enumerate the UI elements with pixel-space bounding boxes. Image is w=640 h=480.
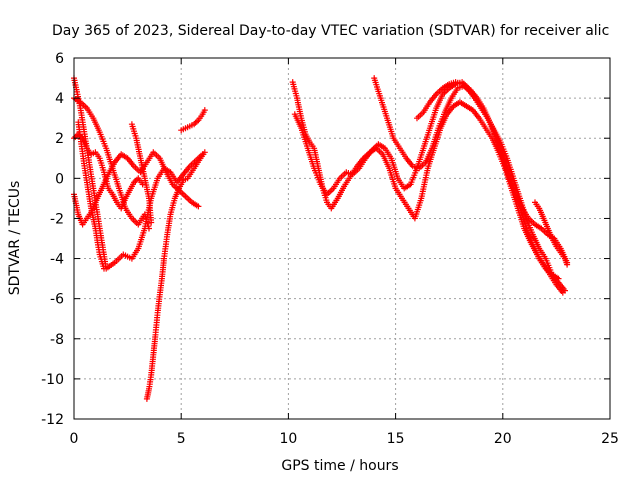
data-point <box>201 107 208 114</box>
x-tick-label: 10 <box>279 431 297 447</box>
y-axis-label: SDTVAR / TECUs <box>7 181 23 296</box>
series-track-h <box>178 107 208 134</box>
x-tick-label: 25 <box>601 431 619 447</box>
y-tick-label: 4 <box>55 91 64 107</box>
data-points <box>71 75 571 402</box>
y-tick-label: -8 <box>50 332 64 348</box>
data-point <box>201 149 208 156</box>
series-track-f <box>128 121 155 226</box>
data-point <box>562 287 568 294</box>
data-point <box>195 203 202 210</box>
y-tick-label: 0 <box>55 171 64 187</box>
plot-area-frame <box>73 57 611 420</box>
y-tick-label: -6 <box>50 292 64 308</box>
series-track-i <box>289 79 566 296</box>
y-tick-label: -2 <box>50 211 64 227</box>
y-tick-label: 6 <box>55 51 64 67</box>
series-track-g <box>143 149 208 402</box>
series-track-b <box>71 149 202 228</box>
series-track-l <box>414 79 562 282</box>
y-tick-label: -10 <box>41 372 64 388</box>
series-track-j <box>291 79 568 294</box>
x-tick-label: 15 <box>387 431 405 447</box>
x-tick-label: 5 <box>177 431 186 447</box>
data-point <box>555 275 562 282</box>
y-tick-label: -4 <box>50 252 64 268</box>
series-track-m <box>532 199 571 268</box>
chart-title: Day 365 of 2023, Sidereal Day-to-day VTE… <box>52 23 609 39</box>
series-track-k <box>371 75 571 266</box>
series-track-e <box>75 119 107 272</box>
x-axis-label: GPS time / hours <box>281 458 398 474</box>
data-point <box>564 261 571 268</box>
y-tick-label: 2 <box>55 131 64 147</box>
data-point <box>101 265 107 272</box>
data-point <box>146 225 152 232</box>
x-tick-label: 20 <box>494 431 512 447</box>
x-tick-label: 0 <box>70 431 79 447</box>
y-tick-label: -12 <box>41 412 64 428</box>
data-point <box>148 219 155 226</box>
